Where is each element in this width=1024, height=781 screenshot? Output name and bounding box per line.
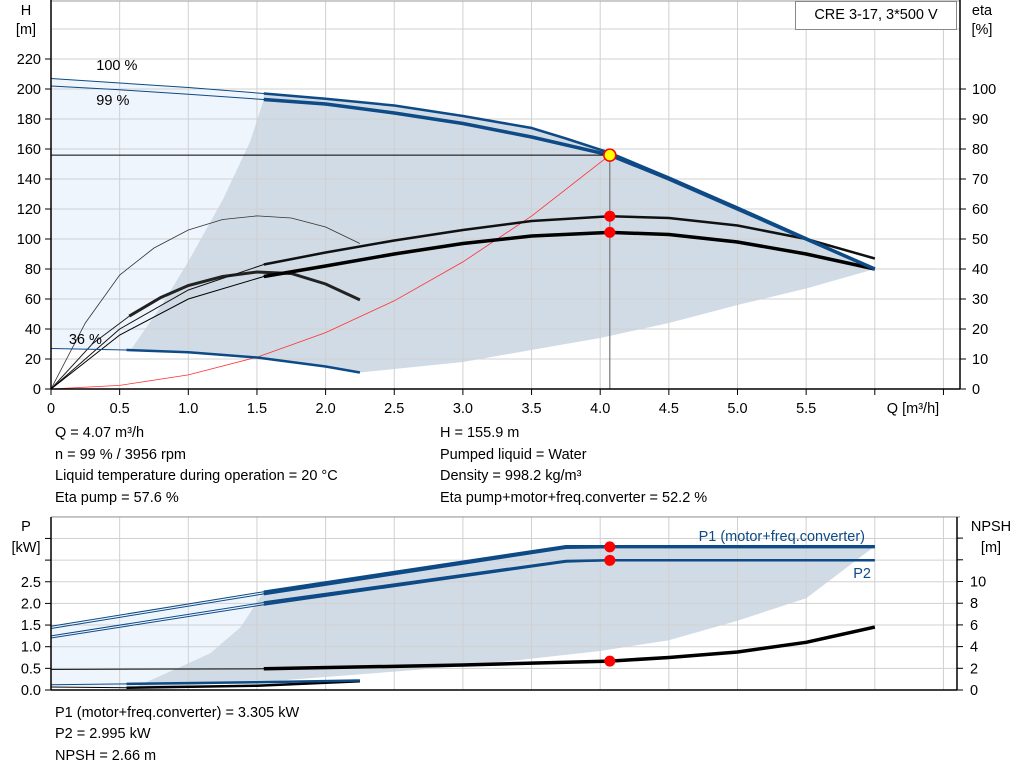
power-y-tick-label: 0.0 bbox=[21, 683, 41, 699]
y-axis-unit: [m] bbox=[16, 22, 36, 38]
info-liquid: Pumped liquid = Water bbox=[440, 447, 587, 463]
power-axis-label: P bbox=[21, 519, 31, 535]
info-flow: Q = 4.07 m³/h bbox=[55, 425, 145, 441]
x-tick-label: 3.0 bbox=[453, 401, 473, 417]
y-tick-label: 80 bbox=[25, 262, 41, 278]
y2-tick-label: 80 bbox=[972, 142, 988, 158]
y2-tick-label: 50 bbox=[972, 232, 988, 248]
power-axis-unit: [kW] bbox=[12, 540, 41, 556]
p1-marker bbox=[604, 541, 616, 553]
power-y-tick-label: 2.5 bbox=[21, 575, 41, 591]
y2-tick-label: 60 bbox=[972, 202, 988, 218]
y-tick-label: 140 bbox=[17, 172, 41, 188]
y2-tick-label: 20 bbox=[972, 322, 988, 338]
npsh-y-tick-label: 10 bbox=[970, 575, 986, 591]
npsh-marker bbox=[604, 655, 616, 667]
power-envelope-light-area bbox=[51, 591, 264, 688]
npsh-y-tick-label: 4 bbox=[970, 640, 978, 656]
label-36-percent: 36 % bbox=[69, 332, 102, 348]
eta-pump-marker bbox=[604, 210, 616, 222]
x-tick-label: 1.5 bbox=[247, 401, 267, 417]
y2-tick-label: 90 bbox=[972, 112, 988, 128]
p2-curve-label: P2 bbox=[853, 566, 871, 582]
power-y-tick-label: 2.0 bbox=[21, 596, 41, 612]
label-100-percent: 100 % bbox=[96, 58, 137, 74]
system-curve bbox=[50, 154, 611, 390]
power-y-tick-label: 1.0 bbox=[21, 640, 41, 656]
p2-marker bbox=[604, 554, 616, 566]
y2-axis-label: eta bbox=[972, 3, 993, 19]
info-npsh: NPSH = 2.66 m bbox=[55, 748, 157, 764]
x-tick-label: 1.0 bbox=[178, 401, 198, 417]
y-tick-label: 180 bbox=[17, 112, 41, 128]
y-tick-label: 40 bbox=[25, 322, 41, 338]
p1-min-speed-curve-operating bbox=[126, 679, 360, 686]
x-tick-label: 2.5 bbox=[384, 401, 404, 417]
power-y-tick-label: 1.5 bbox=[21, 618, 41, 634]
info-eta-total: Eta pump+motor+freq.converter = 52.2 % bbox=[440, 490, 708, 506]
info-head: H = 155.9 m bbox=[440, 425, 520, 441]
y2-tick-label: 0 bbox=[972, 382, 980, 398]
head-curve-99-operating bbox=[263, 97, 876, 271]
x-tick-label: 2.0 bbox=[316, 401, 336, 417]
p1-curve-label: P1 (motor+freq.converter) bbox=[699, 529, 865, 545]
power-y-tick-label: 0.5 bbox=[21, 661, 41, 677]
eta-total-curve-operating bbox=[263, 230, 876, 279]
info-temperature: Liquid temperature during operation = 20… bbox=[55, 468, 338, 484]
y2-tick-label: 70 bbox=[972, 172, 988, 188]
y2-tick-label: 100 bbox=[972, 82, 996, 98]
eta-pump-curve-operating bbox=[263, 214, 876, 266]
y-tick-label: 220 bbox=[17, 52, 41, 68]
pump-title-box: CRE 3-17, 3*500 V bbox=[795, 1, 957, 30]
envelope-dark-area bbox=[130, 93, 875, 373]
duty-point-marker bbox=[603, 148, 617, 162]
npsh-y-tick-label: 6 bbox=[970, 618, 978, 634]
p1-curve-operating bbox=[263, 545, 875, 596]
y-tick-label: 60 bbox=[25, 292, 41, 308]
eta-min-speed-curve-operating bbox=[128, 270, 361, 318]
info-p1: P1 (motor+freq.converter) = 3.305 kW bbox=[55, 705, 300, 721]
y-tick-label: 20 bbox=[25, 352, 41, 368]
x-tick-label: 4.0 bbox=[590, 401, 610, 417]
y-tick-label: 120 bbox=[17, 202, 41, 218]
head-curve-36-operating bbox=[126, 348, 361, 374]
y-tick-label: 160 bbox=[17, 142, 41, 158]
info-density: Density = 998.2 kg/m³ bbox=[440, 468, 582, 484]
info-eta-pump: Eta pump = 57.6 % bbox=[55, 490, 179, 506]
label-99-percent: 99 % bbox=[96, 93, 129, 109]
npsh-y-tick-label: 0 bbox=[970, 683, 978, 699]
eta-min-speed-pump-curve bbox=[50, 215, 361, 390]
info-p2: P2 = 2.995 kW bbox=[55, 726, 151, 742]
y2-tick-label: 40 bbox=[972, 262, 988, 278]
y-tick-label: 200 bbox=[17, 82, 41, 98]
y-tick-label: 100 bbox=[17, 232, 41, 248]
info-speed: n = 99 % / 3956 rpm bbox=[55, 447, 186, 463]
x-tick-label: 5.5 bbox=[796, 401, 816, 417]
x-tick-label: 5.0 bbox=[727, 401, 747, 417]
x-tick-label: 4.5 bbox=[659, 401, 679, 417]
npsh-curve-operating bbox=[263, 625, 876, 671]
y2-tick-label: 10 bbox=[972, 352, 988, 368]
y2-tick-label: 30 bbox=[972, 292, 988, 308]
y-tick-label: 0 bbox=[33, 382, 41, 398]
p2-curve-operating bbox=[263, 559, 875, 604]
eta-total-marker bbox=[604, 226, 616, 238]
npsh-axis-unit: [m] bbox=[981, 540, 1001, 556]
y-axis-label: H bbox=[21, 3, 31, 19]
npsh-y-tick-label: 2 bbox=[970, 661, 978, 677]
x-tick-label: 0.5 bbox=[110, 401, 130, 417]
npsh-axis-label: NPSH bbox=[971, 519, 1011, 535]
x-axis-label: Q [m³/h] bbox=[887, 401, 939, 417]
npsh-y-tick-label: 8 bbox=[970, 596, 978, 612]
p2-min-speed-curve-operating bbox=[126, 680, 360, 690]
x-tick-label: 3.5 bbox=[521, 401, 541, 417]
x-tick-label: 0 bbox=[47, 401, 55, 417]
y2-axis-unit: [%] bbox=[972, 22, 993, 38]
envelope-light-area bbox=[51, 78, 264, 350]
